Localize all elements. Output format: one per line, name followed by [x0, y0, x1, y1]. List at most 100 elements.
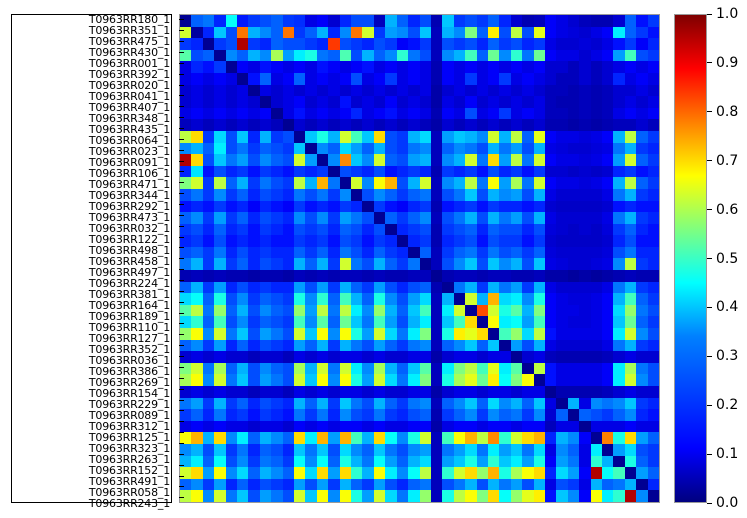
heatmap-cell[interactable] — [453, 316, 466, 329]
heatmap-cell[interactable] — [180, 316, 192, 329]
heatmap-cell[interactable] — [282, 200, 295, 213]
heatmap-cell[interactable] — [579, 72, 591, 85]
heatmap-cell[interactable] — [419, 84, 431, 97]
heatmap-cell[interactable] — [430, 130, 443, 143]
heatmap-cell[interactable] — [339, 293, 352, 305]
heatmap-cell[interactable] — [294, 177, 306, 189]
heatmap-cell[interactable] — [305, 467, 317, 479]
heatmap-cell[interactable] — [601, 235, 614, 247]
heatmap-cell[interactable] — [271, 432, 283, 445]
heatmap-cell[interactable] — [476, 444, 488, 456]
heatmap-cell[interactable] — [624, 235, 637, 247]
heatmap-cell[interactable] — [191, 455, 203, 468]
heatmap-cell[interactable] — [373, 339, 386, 352]
heatmap-cell[interactable] — [510, 154, 523, 166]
heatmap-cell[interactable] — [636, 339, 648, 352]
heatmap-cell[interactable] — [305, 293, 317, 305]
heatmap-cell[interactable] — [647, 362, 659, 375]
heatmap-cell[interactable] — [225, 223, 238, 236]
heatmap-cell[interactable] — [259, 478, 272, 491]
heatmap-cell[interactable] — [328, 72, 340, 85]
heatmap-cell[interactable] — [465, 235, 477, 247]
heatmap-cell[interactable] — [442, 362, 454, 375]
heatmap-cell[interactable] — [282, 316, 295, 329]
heatmap-cell[interactable] — [442, 246, 454, 259]
heatmap-cell[interactable] — [294, 223, 306, 236]
heatmap-cell[interactable] — [408, 362, 420, 375]
heatmap-cell[interactable] — [533, 467, 545, 479]
heatmap-cell[interactable] — [430, 339, 443, 352]
heatmap-cell[interactable] — [202, 397, 215, 410]
heatmap-cell[interactable] — [579, 119, 591, 131]
heatmap-cell[interactable] — [408, 119, 420, 131]
heatmap-cell[interactable] — [476, 200, 488, 213]
heatmap-cell[interactable] — [202, 142, 215, 155]
heatmap-cell[interactable] — [590, 420, 602, 433]
heatmap-cell[interactable] — [419, 188, 431, 201]
heatmap-cell[interactable] — [214, 420, 226, 433]
heatmap-cell[interactable] — [419, 177, 431, 189]
heatmap-cell[interactable] — [328, 281, 340, 294]
heatmap-cell[interactable] — [396, 420, 409, 433]
heatmap-cell[interactable] — [522, 478, 534, 491]
heatmap-cell[interactable] — [248, 246, 260, 259]
heatmap-cell[interactable] — [328, 478, 340, 491]
heatmap-cell[interactable] — [510, 119, 523, 131]
heatmap-cell[interactable] — [271, 246, 283, 259]
heatmap-cell[interactable] — [579, 293, 591, 305]
heatmap-cell[interactable] — [237, 154, 249, 166]
heatmap-cell[interactable] — [339, 96, 352, 108]
heatmap-cell[interactable] — [202, 154, 215, 166]
heatmap-cell[interactable] — [487, 130, 500, 143]
heatmap-cell[interactable] — [419, 130, 431, 143]
heatmap-cell[interactable] — [225, 38, 238, 50]
heatmap-cell[interactable] — [476, 84, 488, 97]
heatmap-cell[interactable] — [248, 374, 260, 387]
heatmap-cell[interactable] — [259, 223, 272, 236]
heatmap-cell[interactable] — [613, 72, 625, 85]
heatmap-cell[interactable] — [396, 212, 409, 224]
heatmap-cell[interactable] — [510, 478, 523, 491]
heatmap-cell[interactable] — [544, 72, 557, 85]
heatmap-cell[interactable] — [522, 455, 534, 468]
heatmap-cell[interactable] — [476, 61, 488, 73]
heatmap-cell[interactable] — [237, 38, 249, 50]
heatmap-cell[interactable] — [533, 304, 545, 317]
heatmap-cell[interactable] — [339, 26, 352, 39]
heatmap-cell[interactable] — [328, 154, 340, 166]
heatmap-cell[interactable] — [237, 397, 249, 410]
heatmap-cell[interactable] — [522, 351, 534, 363]
heatmap-cell[interactable] — [567, 38, 580, 50]
heatmap-cell[interactable] — [544, 444, 557, 456]
heatmap-cell[interactable] — [556, 328, 568, 340]
heatmap-cell[interactable] — [590, 15, 602, 27]
heatmap-cell[interactable] — [351, 316, 363, 329]
heatmap-cell[interactable] — [533, 374, 545, 387]
heatmap-cell[interactable] — [522, 246, 534, 259]
heatmap-cell[interactable] — [305, 270, 317, 282]
heatmap-cell[interactable] — [636, 374, 648, 387]
heatmap-cell[interactable] — [430, 26, 443, 39]
heatmap-cell[interactable] — [396, 490, 409, 502]
heatmap-cell[interactable] — [533, 235, 545, 247]
heatmap-cell[interactable] — [294, 38, 306, 50]
heatmap-cell[interactable] — [191, 235, 203, 247]
heatmap-cell[interactable] — [453, 177, 466, 189]
heatmap-cell[interactable] — [590, 258, 602, 271]
heatmap-cell[interactable] — [214, 386, 226, 398]
heatmap-cell[interactable] — [214, 444, 226, 456]
heatmap-cell[interactable] — [237, 107, 249, 120]
heatmap-cell[interactable] — [373, 362, 386, 375]
heatmap-cell[interactable] — [316, 188, 329, 201]
heatmap-cell[interactable] — [465, 293, 477, 305]
heatmap-cell[interactable] — [237, 374, 249, 387]
heatmap-cell[interactable] — [214, 96, 226, 108]
heatmap-cell[interactable] — [328, 339, 340, 352]
heatmap-cell[interactable] — [567, 119, 580, 131]
heatmap-cell[interactable] — [556, 270, 568, 282]
heatmap-cell[interactable] — [180, 26, 192, 39]
heatmap-cell[interactable] — [442, 212, 454, 224]
heatmap-cell[interactable] — [180, 328, 192, 340]
heatmap-cell[interactable] — [202, 38, 215, 50]
heatmap-cell[interactable] — [396, 96, 409, 108]
